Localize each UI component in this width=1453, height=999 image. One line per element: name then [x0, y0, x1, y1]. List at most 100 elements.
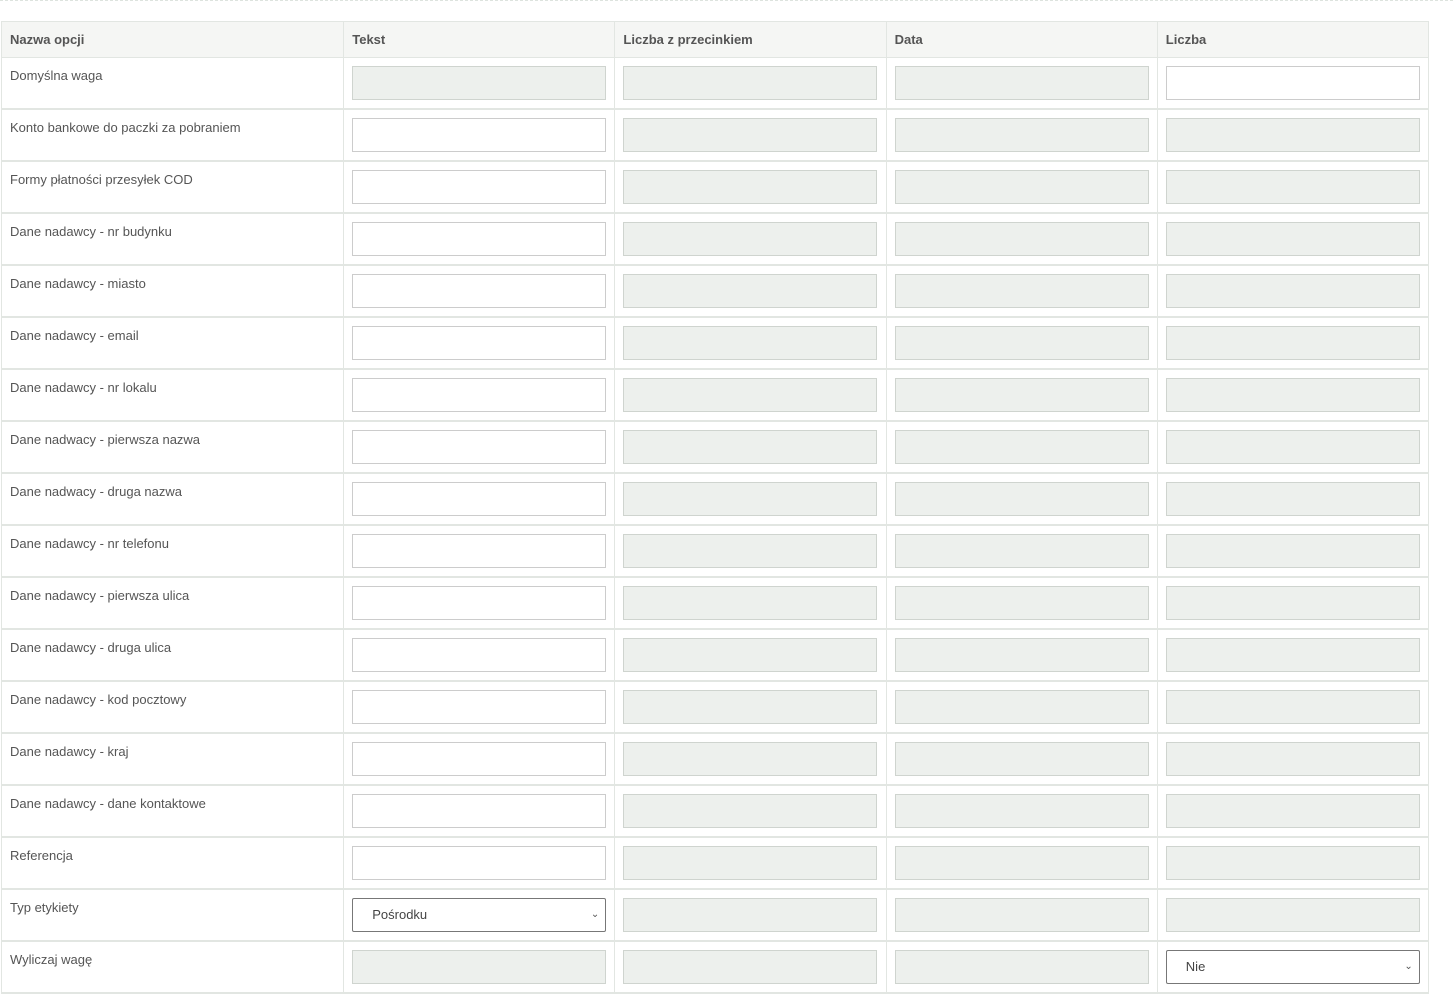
- disabled-input: [1165, 222, 1420, 256]
- table-header: Nazwa opcji Tekst Liczba z przecinkiem Data…: [0, 21, 1430, 58]
- value-cell: [885, 680, 1158, 734]
- disabled-input: [894, 326, 1149, 360]
- disabled-input: [1165, 586, 1420, 620]
- table-row: Dane nadawcy - nr telefonu: [0, 524, 1430, 578]
- value-cell: [343, 212, 616, 266]
- value-cell: [885, 940, 1158, 994]
- value-cell: [1156, 576, 1430, 630]
- option-input[interactable]: [352, 690, 607, 724]
- value-cell: [885, 212, 1158, 266]
- option-name: Dane nadawcy - nr lokalu: [0, 368, 345, 422]
- disabled-input: [623, 274, 878, 308]
- value-cell: [1156, 472, 1430, 526]
- option-name: Formy płatności przesyłek COD: [0, 160, 345, 214]
- disabled-input: [623, 690, 878, 724]
- option-name: Wyliczaj wagę: [0, 940, 345, 994]
- option-name: Dane nadawcy - nr telefonu: [0, 524, 345, 578]
- option-input[interactable]: [1165, 66, 1420, 100]
- disabled-input: [894, 378, 1149, 412]
- table-row: Dane nadawcy - pierwsza ulica: [0, 576, 1430, 630]
- option-input[interactable]: [352, 274, 607, 308]
- option-name: Dane nadawcy - miasto: [0, 264, 345, 318]
- disabled-input: [623, 326, 878, 360]
- value-cell: [1156, 524, 1430, 578]
- option-input[interactable]: [352, 846, 607, 880]
- value-cell: [885, 784, 1158, 838]
- table-row: Dane nadwacy - druga nazwa: [0, 472, 1430, 526]
- disabled-input: [1165, 898, 1420, 932]
- table-row: Dane nadawcy - nr budynku: [0, 212, 1430, 266]
- value-cell: [614, 212, 887, 266]
- value-cell: [885, 264, 1158, 318]
- disabled-input: [352, 66, 607, 100]
- disabled-input: [1165, 378, 1420, 412]
- value-cell: [343, 784, 616, 838]
- table-row: Dane nadawcy - kod pocztowy: [0, 680, 1430, 734]
- option-name: Dane nadawcy - nr budynku: [0, 212, 345, 266]
- option-name: Referencja: [0, 836, 345, 890]
- disabled-input: [623, 66, 878, 100]
- table-row: Referencja: [0, 836, 1430, 890]
- disabled-input: [623, 742, 878, 776]
- disabled-input: [623, 794, 878, 828]
- disabled-input: [623, 638, 878, 672]
- option-name: Dane nadawcy - dane kontaktowe: [0, 784, 345, 838]
- value-cell: Pośrodku ⌄: [343, 888, 616, 942]
- option-name: Dane nadwacy - druga nazwa: [0, 472, 345, 526]
- option-input[interactable]: [352, 378, 607, 412]
- value-cell: [1156, 57, 1430, 110]
- value-cell: [1156, 316, 1430, 370]
- option-input[interactable]: [352, 586, 607, 620]
- value-cell: [885, 316, 1158, 370]
- value-cell: [614, 57, 887, 110]
- option-input[interactable]: [352, 222, 607, 256]
- value-cell: [614, 940, 887, 994]
- disabled-input: [894, 742, 1149, 776]
- disabled-input: [1165, 846, 1420, 880]
- disabled-input: [1165, 690, 1420, 724]
- value-cell: [885, 160, 1158, 214]
- option-input[interactable]: [352, 742, 607, 776]
- disabled-input: [1165, 170, 1420, 204]
- disabled-input: [1165, 326, 1420, 360]
- value-cell: [343, 368, 616, 422]
- disabled-input: [623, 430, 878, 464]
- option-input[interactable]: [352, 326, 607, 360]
- value-cell: [343, 108, 616, 162]
- value-cell: [343, 836, 616, 890]
- value-cell: [614, 420, 887, 474]
- value-cell: [343, 576, 616, 630]
- value-cell: [1156, 368, 1430, 422]
- disabled-input: [1165, 482, 1420, 516]
- option-select[interactable]: Nie ⌄: [1165, 950, 1420, 984]
- disabled-input: [1165, 534, 1420, 568]
- disabled-input: [623, 898, 878, 932]
- option-input[interactable]: [352, 118, 607, 152]
- value-cell: [614, 108, 887, 162]
- option-input[interactable]: [352, 482, 607, 516]
- disabled-input: [894, 794, 1149, 828]
- value-cell: [343, 160, 616, 214]
- select-value: Nie: [1185, 959, 1206, 974]
- column-header: Liczba: [1156, 21, 1430, 58]
- value-cell: [885, 628, 1158, 682]
- disabled-input: [894, 586, 1149, 620]
- option-input[interactable]: [352, 638, 607, 672]
- option-input[interactable]: [352, 430, 607, 464]
- option-input[interactable]: [352, 534, 607, 568]
- table-row: Dane nadawcy - kraj: [0, 732, 1430, 786]
- option-input[interactable]: [352, 170, 607, 204]
- value-cell: [614, 160, 887, 214]
- value-cell: [1156, 264, 1430, 318]
- disabled-input: [894, 482, 1149, 516]
- value-cell: [614, 368, 887, 422]
- option-input[interactable]: [352, 794, 607, 828]
- value-cell: [885, 472, 1158, 526]
- chevron-down-icon: ⌄: [1404, 961, 1413, 972]
- column-header: Nazwa opcji: [0, 21, 345, 58]
- value-cell: [343, 940, 616, 994]
- disabled-input: [894, 846, 1149, 880]
- option-select[interactable]: Pośrodku ⌄: [352, 898, 607, 932]
- disabled-input: [1165, 638, 1420, 672]
- value-cell: [343, 316, 616, 370]
